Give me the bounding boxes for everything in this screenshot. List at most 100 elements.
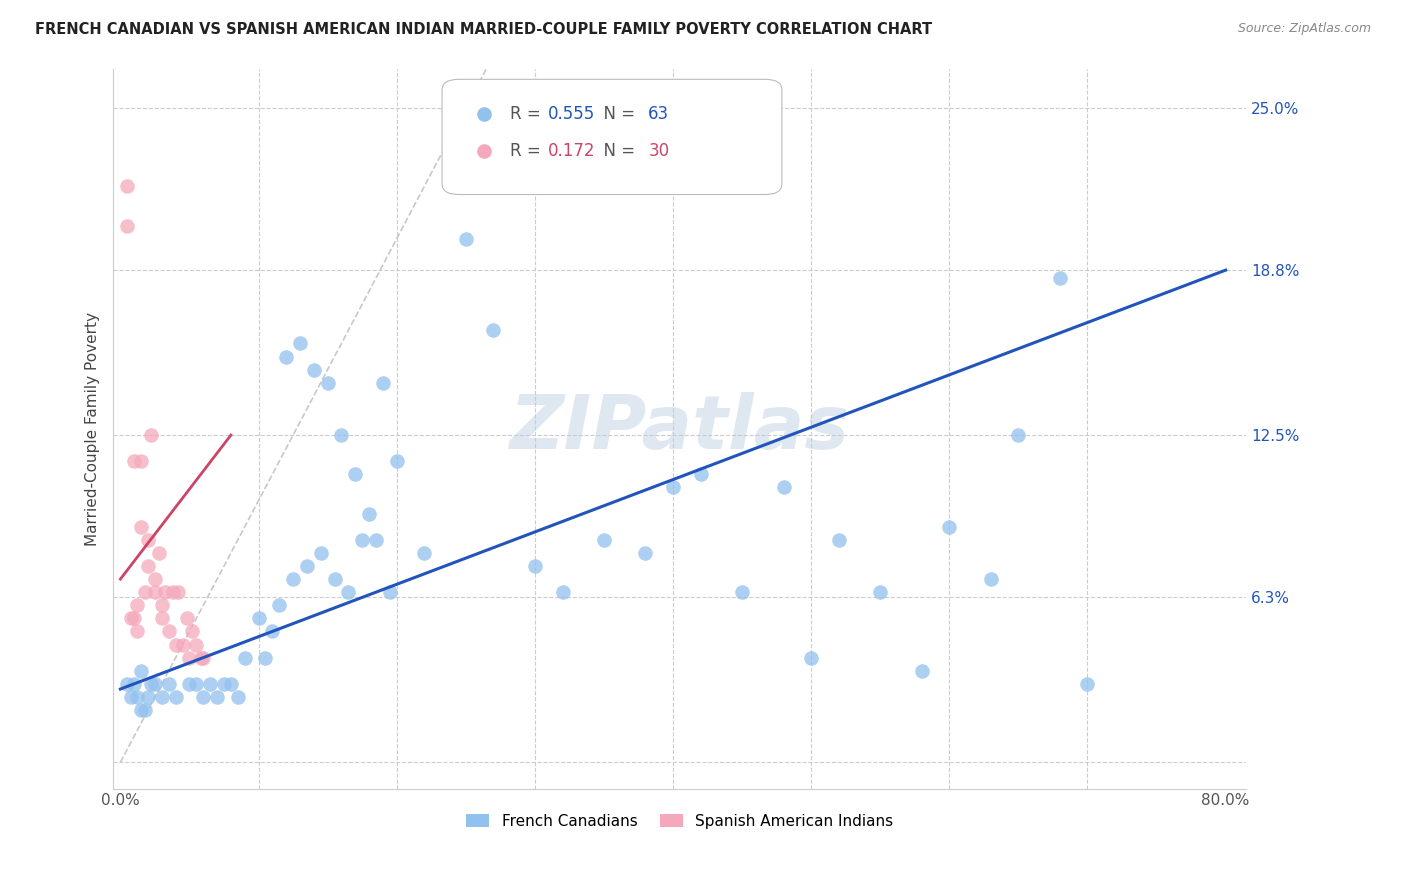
Point	[352, 533, 374, 547]
Point	[129, 454, 152, 468]
Point	[359, 507, 381, 521]
Point	[281, 572, 304, 586]
Point	[385, 454, 408, 468]
Point	[344, 467, 367, 482]
Text: Source: ZipAtlas.com: Source: ZipAtlas.com	[1237, 22, 1371, 36]
Point	[120, 611, 142, 625]
Point	[212, 677, 235, 691]
Point	[179, 677, 201, 691]
Text: 0.172: 0.172	[547, 143, 595, 161]
Point	[662, 480, 685, 494]
Point	[980, 572, 1002, 586]
Point	[143, 572, 166, 586]
Point	[136, 559, 159, 574]
Point	[117, 219, 139, 233]
Point	[179, 650, 201, 665]
Point	[165, 690, 187, 704]
Point	[205, 690, 228, 704]
Point	[134, 585, 156, 599]
Point	[136, 690, 159, 704]
Point	[120, 690, 142, 704]
Point	[288, 336, 311, 351]
Point	[634, 546, 657, 560]
Point	[122, 454, 145, 468]
Text: R =: R =	[510, 143, 546, 161]
Point	[134, 703, 156, 717]
Point	[125, 624, 148, 639]
Text: 30: 30	[648, 143, 669, 161]
Point	[129, 664, 152, 678]
Point	[938, 519, 960, 533]
Point	[593, 533, 616, 547]
Point	[193, 650, 215, 665]
Point	[323, 572, 346, 586]
Point	[1076, 677, 1098, 691]
Point	[122, 677, 145, 691]
Point	[167, 585, 190, 599]
Point	[869, 585, 891, 599]
Point	[378, 585, 401, 599]
Point	[911, 664, 934, 678]
Point	[117, 179, 139, 194]
Point	[276, 350, 298, 364]
Point	[731, 585, 754, 599]
Point	[172, 638, 194, 652]
Point	[233, 650, 256, 665]
Point	[190, 650, 212, 665]
Point	[482, 323, 505, 337]
Point	[150, 690, 173, 704]
Point	[523, 559, 546, 574]
Point	[772, 480, 794, 494]
Point	[337, 585, 360, 599]
Point	[551, 585, 574, 599]
Point	[454, 232, 477, 246]
Point	[1049, 271, 1071, 285]
Point	[125, 690, 148, 704]
Point	[254, 650, 277, 665]
Text: N =: N =	[593, 105, 640, 123]
Point	[295, 559, 318, 574]
Point	[247, 611, 270, 625]
Point	[125, 599, 148, 613]
Point	[143, 677, 166, 691]
Point	[316, 376, 339, 390]
Text: N =: N =	[593, 143, 640, 161]
Y-axis label: Married-Couple Family Poverty: Married-Couple Family Poverty	[86, 311, 100, 546]
Point	[129, 519, 152, 533]
Point	[330, 428, 353, 442]
Point	[153, 585, 176, 599]
Point	[165, 638, 187, 652]
Point	[800, 650, 823, 665]
Point	[139, 428, 162, 442]
Point	[364, 533, 387, 547]
Text: ZIPatlas: ZIPatlas	[510, 392, 851, 465]
Point	[226, 690, 249, 704]
Point	[157, 677, 180, 691]
Point	[193, 690, 215, 704]
Point	[136, 533, 159, 547]
Point	[162, 585, 184, 599]
Text: 63: 63	[648, 105, 669, 123]
Point	[150, 599, 173, 613]
Point	[309, 546, 332, 560]
FancyBboxPatch shape	[441, 79, 782, 194]
Point	[157, 624, 180, 639]
Point	[181, 624, 204, 639]
Point	[413, 546, 436, 560]
Text: FRENCH CANADIAN VS SPANISH AMERICAN INDIAN MARRIED-COUPLE FAMILY POVERTY CORRELA: FRENCH CANADIAN VS SPANISH AMERICAN INDI…	[35, 22, 932, 37]
Point	[269, 599, 291, 613]
Point	[150, 611, 173, 625]
Point	[689, 467, 711, 482]
Point	[262, 624, 284, 639]
Point	[828, 533, 851, 547]
Legend: French Canadians, Spanish American Indians: French Canadians, Spanish American India…	[460, 807, 900, 835]
Point	[139, 677, 162, 691]
Point	[122, 611, 145, 625]
Point	[186, 677, 208, 691]
Point	[371, 376, 394, 390]
Point	[117, 677, 139, 691]
Point	[1007, 428, 1029, 442]
Point	[186, 638, 208, 652]
Text: R =: R =	[510, 105, 546, 123]
Point	[129, 703, 152, 717]
